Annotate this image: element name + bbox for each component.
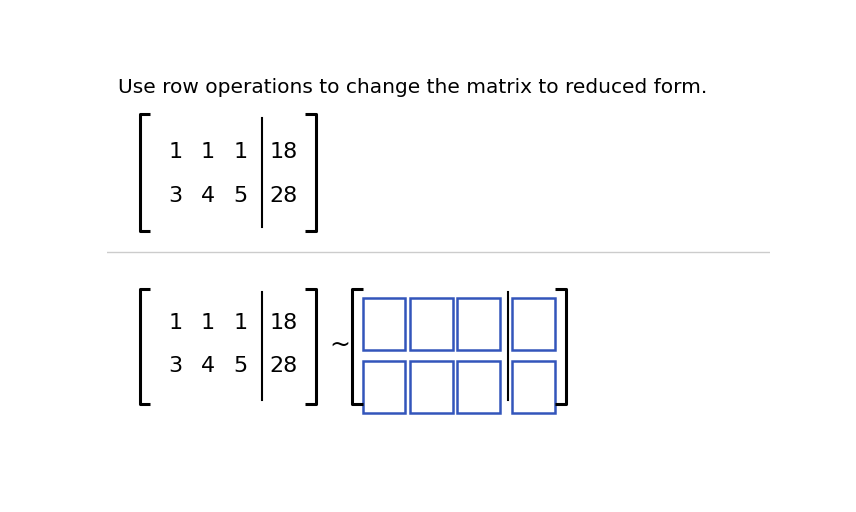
Text: 18: 18 [270,313,298,333]
Text: 3: 3 [168,186,182,206]
Text: 4: 4 [200,186,215,206]
Text: 1: 1 [168,142,182,162]
Text: 3: 3 [168,356,182,376]
Text: 1: 1 [168,313,182,333]
Text: 1: 1 [233,313,247,333]
Text: 5: 5 [233,186,247,206]
Text: 18: 18 [270,142,298,162]
Text: Use row operations to change the matrix to reduced form.: Use row operations to change the matrix … [118,78,707,97]
Bar [457,298,500,350]
Text: 28: 28 [270,186,298,206]
Text: ~: ~ [329,332,350,356]
Bar [513,298,555,350]
Text: 1: 1 [200,142,215,162]
Text: 28: 28 [270,356,298,376]
Bar [513,361,555,413]
Bar [410,298,453,350]
Bar [410,361,453,413]
Text: 1: 1 [200,313,215,333]
Bar [363,298,406,350]
Text: 4: 4 [200,356,215,376]
Bar [363,361,406,413]
Text: 1: 1 [233,142,247,162]
Bar [457,361,500,413]
Text: 5: 5 [233,356,247,376]
